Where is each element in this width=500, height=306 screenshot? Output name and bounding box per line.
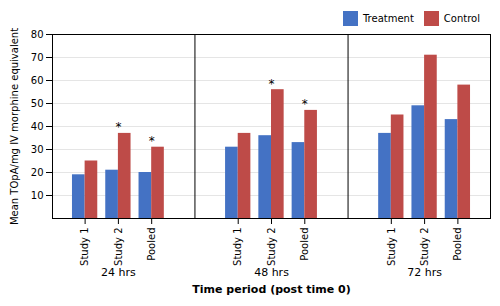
svg-text:24 hrs: 24 hrs	[101, 266, 136, 279]
svg-text:Study 1: Study 1	[232, 228, 243, 266]
svg-text:Study 2: Study 2	[113, 228, 124, 266]
svg-text:50: 50	[31, 98, 44, 109]
html-text:Control: Control	[443, 13, 480, 24]
svg-text:*: *	[149, 134, 155, 148]
svg-text:Pooled: Pooled	[452, 228, 463, 261]
html-text:Treatment: Treatment	[363, 13, 414, 24]
svg-text:10: 10	[31, 190, 44, 201]
svg-text:*: *	[115, 120, 121, 134]
svg-text:30: 30	[31, 144, 44, 155]
svg-text:Study 1: Study 1	[386, 228, 397, 266]
svg-text:Study 2: Study 2	[419, 228, 430, 266]
svg-text:72 hrs: 72 hrs	[407, 266, 442, 279]
svg-text:*: *	[302, 97, 308, 111]
svg-text:Mean TOpA/mg IV morphine equiv: Mean TOpA/mg IV morphine equivalent	[9, 28, 20, 225]
svg-text:Study 2: Study 2	[266, 228, 277, 266]
svg-text:70: 70	[31, 52, 44, 63]
svg-text:60: 60	[31, 75, 44, 86]
svg-text:Pooled: Pooled	[299, 228, 310, 261]
svg-text:80: 80	[31, 29, 44, 40]
svg-text:Pooled: Pooled	[146, 228, 157, 261]
svg-text:*: *	[269, 77, 275, 91]
svg-text:48 hrs: 48 hrs	[254, 266, 289, 279]
svg-text:Time period (post time 0): Time period (post time 0)	[192, 283, 350, 296]
svg-text:Study 1: Study 1	[79, 228, 90, 266]
svg-text:40: 40	[31, 121, 44, 132]
svg-text:20: 20	[31, 167, 44, 178]
